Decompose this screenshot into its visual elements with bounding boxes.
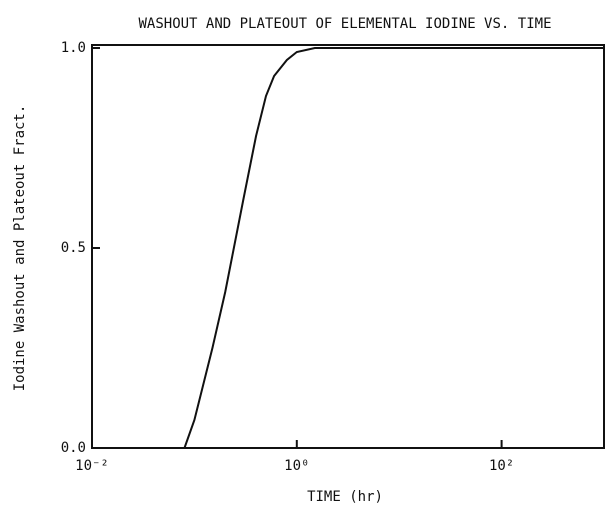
x-tick-label: 10⁻² xyxy=(75,458,109,474)
x-tick-label: 10⁰ xyxy=(284,458,309,474)
plot-frame xyxy=(91,44,605,449)
x-axis-label: TIME (hr) xyxy=(307,489,383,505)
x-tick-label: 10² xyxy=(489,458,514,474)
y-axis-label: Iodine Washout and Plateout Fract. xyxy=(12,105,28,392)
data-line xyxy=(183,47,604,449)
y-tick-label: 0.0 xyxy=(61,440,86,456)
chart-title: WASHOUT AND PLATEOUT OF ELEMENTAL IODINE… xyxy=(138,16,551,32)
y-tick-label: 1.0 xyxy=(61,40,86,56)
y-tick-label: 0.5 xyxy=(61,240,86,256)
